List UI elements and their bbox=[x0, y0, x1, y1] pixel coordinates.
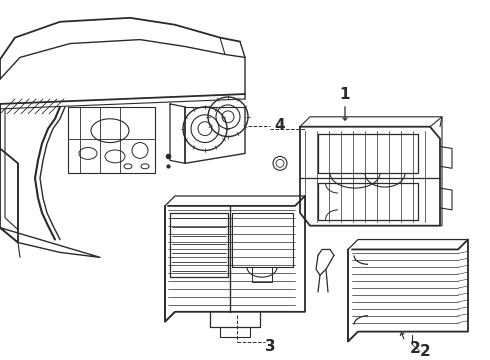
Text: 3: 3 bbox=[265, 339, 275, 354]
Text: 1: 1 bbox=[340, 86, 350, 102]
Text: 2: 2 bbox=[419, 344, 430, 359]
Text: 2: 2 bbox=[410, 341, 421, 356]
Text: 4: 4 bbox=[275, 118, 285, 133]
